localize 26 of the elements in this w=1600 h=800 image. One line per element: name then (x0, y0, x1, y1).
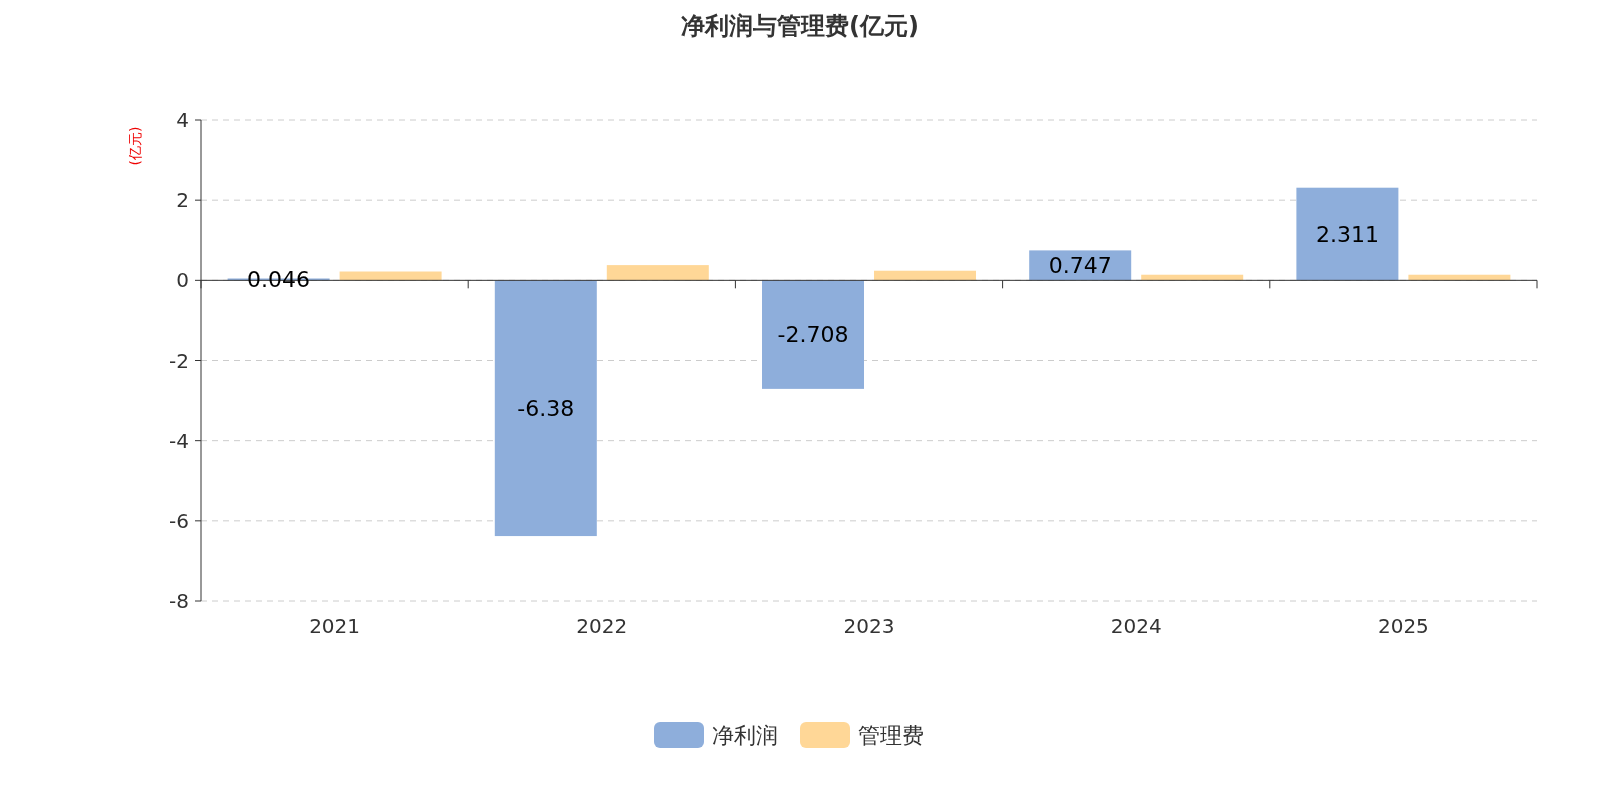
y-tick-label: -6 (169, 508, 189, 533)
data-label: -6.38 (517, 395, 575, 421)
data-label: -2.708 (777, 322, 849, 348)
y-tick-label: 2 (176, 188, 189, 213)
data-label: 0.747 (1048, 253, 1112, 279)
legend-label: 净利润 (712, 722, 778, 748)
data-label: 2.311 (1315, 221, 1379, 247)
y-tick-label: -8 (169, 589, 189, 613)
chart-title: 净利润与管理费(亿元) (681, 12, 919, 40)
bar (494, 280, 597, 537)
y-axis-title: (亿元) (127, 126, 143, 166)
y-tick-label: -2 (169, 348, 189, 373)
y-tick-label: -4 (169, 428, 189, 453)
bar (339, 271, 442, 281)
x-tick-label: 2025 (1377, 614, 1429, 638)
x-tick-label: 2022 (576, 614, 628, 638)
bar (762, 280, 864, 389)
bar (1296, 187, 1399, 281)
x-tick-label: 2021 (309, 614, 361, 638)
bar (606, 265, 709, 281)
x-tick-label: 2024 (1110, 614, 1162, 638)
bar (874, 270, 976, 281)
legend-label: 管理费 (858, 722, 924, 748)
y-tick-label: 4 (176, 108, 189, 132)
x-tick-label: 2023 (843, 614, 895, 638)
y-tick-label: 0 (176, 268, 189, 293)
